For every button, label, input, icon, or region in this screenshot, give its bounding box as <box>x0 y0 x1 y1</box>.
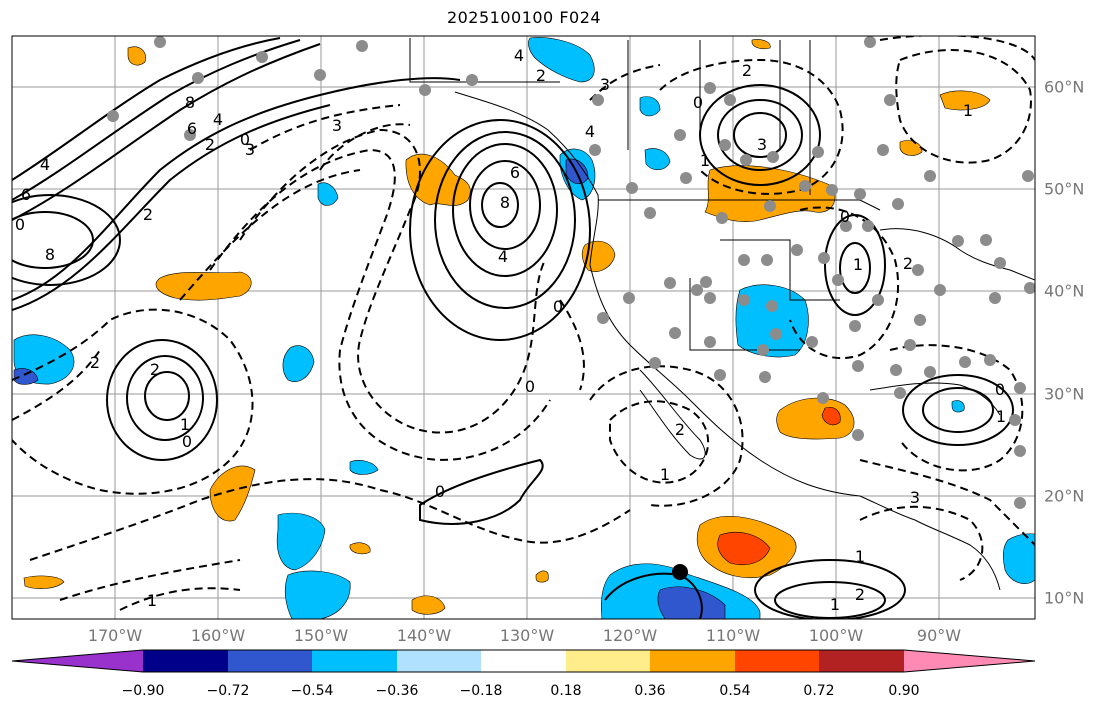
colorbar-segment <box>228 650 312 672</box>
map-title: 2025100100 F024 <box>446 8 602 27</box>
contour-label: 0 <box>995 380 1005 399</box>
colorbar-outline <box>11 649 1036 673</box>
contour-label: 2 <box>903 254 913 273</box>
colorbar-tick-label: −0.90 <box>121 683 165 699</box>
longitude-label: 110°W <box>705 626 761 645</box>
colorbar-segment <box>312 650 397 672</box>
highlight-marker <box>672 564 688 580</box>
longitude-label: 170°W <box>87 626 143 645</box>
longitude-label: 160°W <box>190 626 246 645</box>
contour-label: 4 <box>514 46 524 65</box>
contour-label: 2 <box>536 66 546 85</box>
colorbar-tick-label: 0.54 <box>719 683 751 699</box>
latitude-label: 10°N <box>1044 588 1085 608</box>
colorbar-tick-label: 0.36 <box>634 683 666 699</box>
longitude-label: 130°W <box>499 626 555 645</box>
latitude-label: 40°N <box>1044 281 1085 301</box>
contour-label: 2 <box>205 135 215 154</box>
colorbar-tick-label: −0.72 <box>206 683 250 699</box>
latitude-label: 60°N <box>1044 77 1085 97</box>
contour-label: 3 <box>757 135 767 154</box>
latitude-label: 50°N <box>1044 179 1085 199</box>
colorbar-segment <box>12 650 143 672</box>
station-markers <box>107 36 1035 509</box>
contour-label: 1 <box>147 591 157 610</box>
colorbar-segment <box>566 650 650 672</box>
map-frame <box>11 35 1036 620</box>
latitude-label: 30°N <box>1044 384 1085 404</box>
contour-label: 1 <box>830 595 840 614</box>
colorbar-segment <box>397 650 481 672</box>
contour-label: 3 <box>332 116 342 135</box>
contour-label: 1 <box>996 407 1006 426</box>
colorbar-segment <box>143 650 228 672</box>
contour-label: 1 <box>855 547 865 566</box>
colorbar-tick-label: 0.72 <box>803 683 835 699</box>
contour-label: 2 <box>90 353 100 372</box>
colorbar-tick-label: −0.36 <box>375 683 419 699</box>
contour-label: 0 <box>693 93 703 112</box>
contour-label: 0 <box>840 207 850 226</box>
colorbar-segment <box>650 650 735 672</box>
contour-label: 3 <box>910 488 920 507</box>
contour-label: 6 <box>510 163 520 182</box>
colorbar-tick-label: 0.18 <box>550 683 582 699</box>
contour-label: 2 <box>742 61 752 80</box>
contour-label: 0 <box>525 377 535 396</box>
contour-label: 2 <box>150 360 160 379</box>
solid-contours <box>12 37 1014 619</box>
contour-label: 3 <box>600 75 610 94</box>
contour-label: 1 <box>963 101 973 120</box>
contour-label: 2 <box>675 420 685 439</box>
contour-label: 1 <box>853 255 863 274</box>
contour-label: 0 <box>15 215 25 234</box>
dashed-contours <box>12 36 1035 611</box>
contour-label: 0 <box>182 432 192 451</box>
contour-label: 8 <box>45 245 55 264</box>
contour-label: 0 <box>553 297 563 316</box>
contour-label: 4 <box>40 155 50 174</box>
contour-label: 1 <box>180 415 190 434</box>
colorbar-segment <box>735 650 819 672</box>
contour-label: 8 <box>500 193 510 212</box>
longitude-label: 150°W <box>293 626 349 645</box>
contour-label: 1 <box>660 465 670 484</box>
contour-label: 0 <box>435 482 445 501</box>
contour-label: 2 <box>143 205 153 224</box>
longitude-label: 100°W <box>808 626 864 645</box>
colorbar-tick-label: −0.18 <box>459 683 503 699</box>
latitude-label: 20°N <box>1044 486 1085 506</box>
contour-label: 6 <box>21 185 31 204</box>
contour-label: 8 <box>185 93 195 112</box>
contour-label: 2 <box>855 585 865 604</box>
longitude-label: 90°W <box>916 626 962 645</box>
contour-label: 4 <box>585 122 595 141</box>
longitude-label: 120°W <box>602 626 658 645</box>
contour-label: 4 <box>213 110 223 129</box>
contour-label: 0 <box>240 130 250 149</box>
colorbar-tick-label: 0.90 <box>888 683 920 699</box>
colorbar-tick-label: −0.54 <box>290 683 334 699</box>
contour-label: 4 <box>498 247 508 266</box>
colorbar-segment <box>481 650 566 672</box>
contour-label: 6 <box>187 119 197 138</box>
contour-label: 3 <box>245 140 255 159</box>
contour-label: 1 <box>700 151 710 170</box>
colorbar-segment <box>904 650 1035 672</box>
colorbar <box>11 649 1036 673</box>
longitude-label: 140°W <box>396 626 452 645</box>
colorbar-segment <box>819 650 904 672</box>
